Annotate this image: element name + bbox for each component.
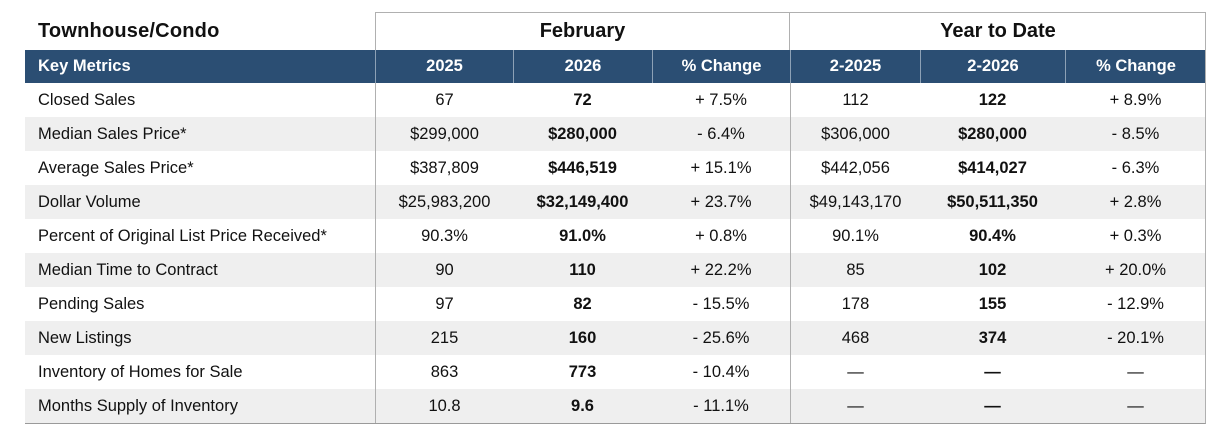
value-ytd-2025: $306,000 <box>790 117 920 151</box>
value-feb-2026: $446,519 <box>548 158 617 177</box>
table-row: New Listings 215 160 - 25.6% 468 374 - 2… <box>25 321 1205 355</box>
value-feb-2025: 10.8 <box>375 389 513 423</box>
value-feb-2026: 773 <box>568 362 597 381</box>
value-feb-change: - 11.1% <box>693 396 749 415</box>
february-group-header: February <box>375 12 790 50</box>
table-row: Inventory of Homes for Sale 863 773 - 10… <box>25 355 1205 389</box>
column-header-feb-2025: 2025 <box>375 50 513 83</box>
table-row: Percent of Original List Price Received*… <box>25 219 1205 253</box>
table-row: Closed Sales 67 72 + 7.5% 112 122 + 8.9% <box>25 83 1205 117</box>
table-body: Closed Sales 67 72 + 7.5% 112 122 + 8.9%… <box>25 83 1205 423</box>
metric-label: New Listings <box>38 328 132 347</box>
page-title: Townhouse/Condo <box>38 19 220 42</box>
table-title-row: Townhouse/Condo February Year to Date <box>25 12 1206 50</box>
value-ytd-2026: 90.4% <box>969 226 1016 245</box>
value-feb-2026: $32,149,400 <box>536 192 629 211</box>
metric-label: Closed Sales <box>38 90 136 109</box>
metric-label: Average Sales Price* <box>38 158 194 177</box>
value-ytd-2026: 122 <box>978 90 1007 109</box>
column-header-ytd-2026: 2-2026 <box>920 50 1065 83</box>
value-ytd-2026: $414,027 <box>958 158 1027 177</box>
value-feb-2026: 9.6 <box>571 396 594 415</box>
table-row: Pending Sales 97 82 - 15.5% 178 155 - 12… <box>25 287 1205 321</box>
value-ytd-change: — <box>1127 396 1144 415</box>
value-ytd-2025: 90.1% <box>790 219 920 253</box>
value-feb-2025: $387,809 <box>375 151 513 185</box>
value-ytd-2025: 85 <box>790 253 920 287</box>
table-row: Average Sales Price* $387,809 $446,519 +… <box>25 151 1205 185</box>
column-header-feb-change: % Change <box>652 50 790 83</box>
value-feb-2025: 90.3% <box>375 219 513 253</box>
value-ytd-2026: $280,000 <box>958 124 1027 143</box>
column-header-feb-2026: 2026 <box>513 50 652 83</box>
value-feb-2025: 90 <box>375 253 513 287</box>
value-ytd-2026: — <box>984 396 1001 415</box>
value-ytd-2025: 178 <box>790 287 920 321</box>
market-report-table: Townhouse/Condo February Year to Date Ke… <box>25 12 1206 424</box>
value-ytd-change: - 20.1% <box>1107 328 1164 347</box>
value-feb-change: - 25.6% <box>692 328 750 347</box>
value-feb-2025: 67 <box>375 83 513 117</box>
value-feb-2025: 863 <box>375 355 513 389</box>
table-row: Median Time to Contract 90 110 + 22.2% 8… <box>25 253 1205 287</box>
value-ytd-change: + 2.8% <box>1109 192 1162 211</box>
value-feb-change: - 6.4% <box>697 124 745 143</box>
value-ytd-2025: — <box>790 355 920 389</box>
metric-label: Dollar Volume <box>38 192 141 211</box>
year-to-date-group-header: Year to Date <box>790 12 1206 50</box>
value-ytd-change: + 0.3% <box>1109 226 1162 245</box>
value-ytd-change: + 20.0% <box>1104 260 1166 279</box>
value-feb-2026: $280,000 <box>548 124 617 143</box>
value-ytd-change: — <box>1127 362 1144 381</box>
table-row: Months Supply of Inventory 10.8 9.6 - 11… <box>25 389 1205 423</box>
value-feb-change: + 22.2% <box>690 260 752 279</box>
value-ytd-change: - 8.5% <box>1111 124 1160 143</box>
metric-label: Median Time to Contract <box>38 260 218 279</box>
value-ytd-change: + 8.9% <box>1109 90 1162 109</box>
column-header-row: Key Metrics 2025 2026 % Change 2-2025 2-… <box>25 50 1205 83</box>
value-ytd-2026: 102 <box>978 260 1007 279</box>
value-feb-2026: 110 <box>569 260 596 279</box>
value-feb-change: + 15.1% <box>690 158 752 177</box>
value-feb-change: - 10.4% <box>692 362 750 381</box>
value-feb-change: - 15.5% <box>692 294 750 313</box>
metric-label: Pending Sales <box>38 294 145 313</box>
value-ytd-2026: 374 <box>978 328 1007 347</box>
metric-label: Median Sales Price* <box>38 124 187 143</box>
value-feb-2026: 91.0% <box>559 226 606 245</box>
column-header-ytd-2025: 2-2025 <box>790 50 920 83</box>
value-ytd-2026: — <box>984 362 1001 381</box>
value-ytd-2025: 468 <box>790 321 920 355</box>
value-feb-2026: 82 <box>573 294 592 313</box>
metric-label: Percent of Original List Price Received* <box>38 226 327 245</box>
value-ytd-2025: $49,143,170 <box>790 185 920 219</box>
metric-label: Months Supply of Inventory <box>38 396 238 415</box>
value-feb-2025: $299,000 <box>375 117 513 151</box>
column-header-key-metrics: Key Metrics <box>38 57 131 76</box>
value-feb-2026: 72 <box>573 90 592 109</box>
table-row: Median Sales Price* $299,000 $280,000 - … <box>25 117 1205 151</box>
column-header-ytd-change: % Change <box>1065 50 1206 83</box>
value-feb-2025: $25,983,200 <box>375 185 513 219</box>
value-feb-2025: 215 <box>375 321 513 355</box>
value-feb-change: + 23.7% <box>690 192 752 211</box>
value-feb-2025: 97 <box>375 287 513 321</box>
value-ytd-2025: 112 <box>790 83 920 117</box>
value-feb-change: + 7.5% <box>695 90 747 109</box>
value-ytd-2026: $50,511,350 <box>947 192 1038 211</box>
table-row: Dollar Volume $25,983,200 $32,149,400 + … <box>25 185 1205 219</box>
value-ytd-change: - 6.3% <box>1111 158 1160 177</box>
value-ytd-2025: $442,056 <box>790 151 920 185</box>
value-ytd-change: - 12.9% <box>1107 294 1164 313</box>
value-ytd-2026: 155 <box>978 294 1007 313</box>
value-feb-2026: 160 <box>568 328 597 347</box>
value-ytd-2025: — <box>790 389 920 423</box>
value-feb-change: + 0.8% <box>695 226 747 245</box>
metric-label: Inventory of Homes for Sale <box>38 362 243 381</box>
